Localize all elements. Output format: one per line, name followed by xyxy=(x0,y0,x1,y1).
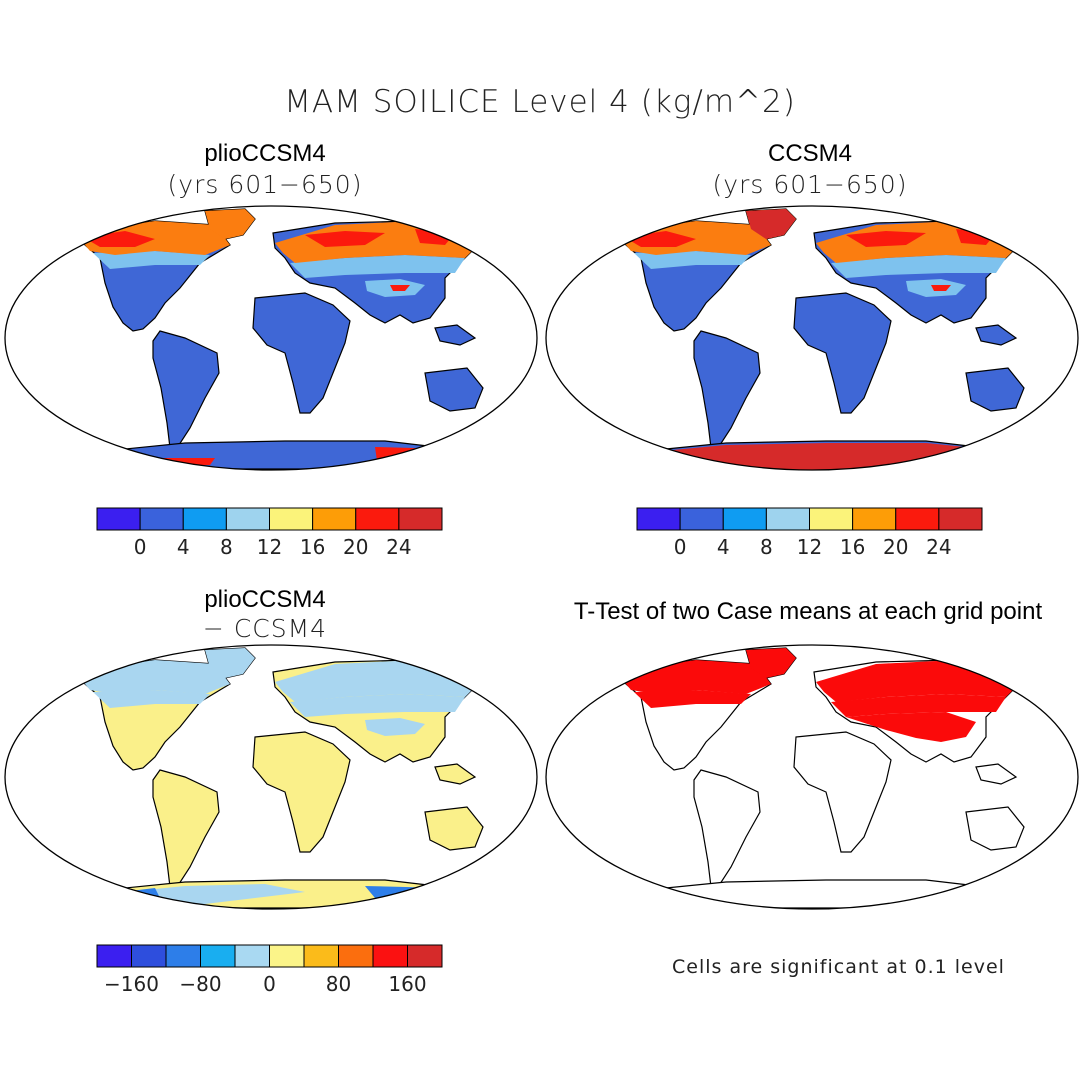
colorbar-swatch xyxy=(96,944,132,968)
colorbar-swatch xyxy=(312,507,357,531)
map-panel-ccsm4 xyxy=(545,205,1079,471)
colorbar-tick-label: 4 xyxy=(177,535,190,559)
panel-subtitle-ccsm4: (yrs 601−650) xyxy=(712,170,908,199)
panel-title-ttest: T-Test of two Case means at each grid po… xyxy=(573,598,1043,625)
map-panel-pliocene xyxy=(4,205,538,471)
colorbar-swatch xyxy=(765,507,810,531)
colorbar-tick-label: 160 xyxy=(388,972,426,996)
colorbar-swatch xyxy=(938,507,983,531)
colorbar-swatch xyxy=(269,507,314,531)
colorbar-swatch xyxy=(338,944,374,968)
colorbar-tick-label: 24 xyxy=(926,535,951,559)
colorbar-tick-label: 20 xyxy=(883,535,908,559)
panel-title-ccsm4: CCSM4 xyxy=(767,140,852,167)
colorbar-tick-label: −160 xyxy=(104,972,159,996)
colorbar-tick-label: 16 xyxy=(300,535,325,559)
colorbar-swatch xyxy=(200,944,236,968)
figure-title: MAM SOILICE Level 4 (kg/m^2) xyxy=(284,84,796,120)
colorbar-swatch xyxy=(895,507,940,531)
colorbar-swatch xyxy=(809,507,854,531)
map-panel-ttest xyxy=(545,644,1079,910)
panel-title-difference: plioCCSM4 xyxy=(204,586,326,613)
colorbar-tick-label: 80 xyxy=(326,972,351,996)
panel-subtitle-pliocene: (yrs 601−650) xyxy=(167,170,363,199)
colorbar-swatch xyxy=(679,507,724,531)
colorbar-tick-label: 16 xyxy=(840,535,865,559)
colorbar-swatch xyxy=(96,507,141,531)
colorbar-tick-label: 0 xyxy=(674,535,687,559)
colorbar-swatch xyxy=(225,507,270,531)
panel-title-pliocene: plioCCSM4 xyxy=(204,140,326,167)
significance-note: Cells are significant at 0.1 level xyxy=(672,956,1005,978)
colorbar-swatch xyxy=(355,507,400,531)
panel-subtitle-difference: − CCSM4 xyxy=(202,614,328,643)
colorbar-tick-label: 24 xyxy=(386,535,411,559)
colorbar-absolute-ccsm4: 0 4 8 12 16 20 24 xyxy=(636,507,983,559)
colorbar-tick-label: 8 xyxy=(760,535,773,559)
map-panel-difference xyxy=(4,644,538,910)
colorbar-swatch xyxy=(372,944,408,968)
colorbar-tick-label: 8 xyxy=(220,535,233,559)
colorbar-swatch xyxy=(234,944,270,968)
colorbar-swatch xyxy=(722,507,767,531)
colorbar-swatch xyxy=(165,944,201,968)
colorbar-tick-label: 0 xyxy=(134,535,147,559)
colorbar-tick-label: −80 xyxy=(179,972,221,996)
colorbar-swatch xyxy=(139,507,184,531)
colorbar-tick-label: 12 xyxy=(257,535,282,559)
map-boundary xyxy=(4,644,538,910)
colorbar-difference: −160 −80 0 80 160 xyxy=(96,944,443,996)
colorbar-absolute-pliocene: 0 4 8 12 16 20 24 xyxy=(96,507,443,559)
map-boundary xyxy=(545,644,1079,910)
colorbar-swatch xyxy=(131,944,167,968)
colorbar-tick-label: 0 xyxy=(263,972,276,996)
colorbar-swatch xyxy=(269,944,305,968)
colorbar-tick-label: 4 xyxy=(717,535,730,559)
colorbar-swatch xyxy=(407,944,443,968)
colorbar-swatch xyxy=(636,507,681,531)
colorbar-tick-label: 12 xyxy=(797,535,822,559)
map-boundary xyxy=(4,205,538,471)
colorbar-swatch xyxy=(182,507,227,531)
colorbar-tick-label: 20 xyxy=(343,535,368,559)
colorbar-swatch xyxy=(852,507,897,531)
colorbar-swatch xyxy=(303,944,339,968)
map-boundary xyxy=(545,205,1079,471)
colorbar-swatch xyxy=(398,507,443,531)
